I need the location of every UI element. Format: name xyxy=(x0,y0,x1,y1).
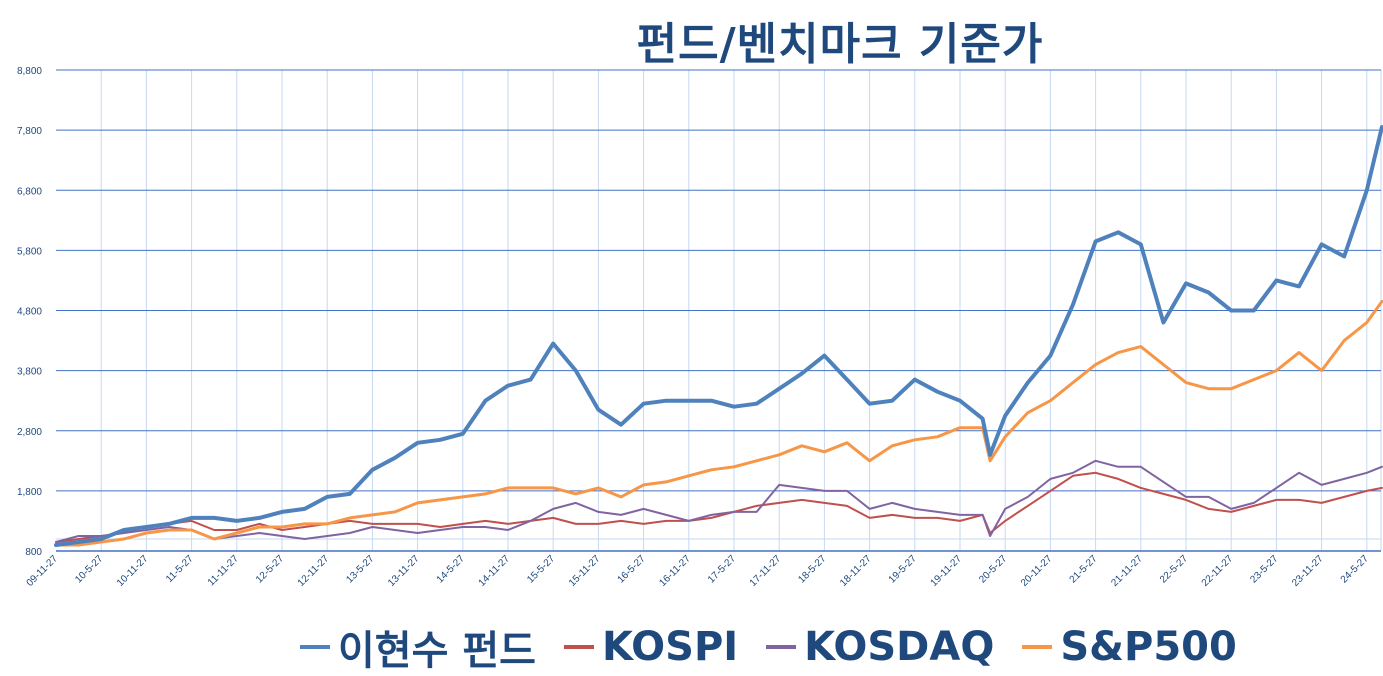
x-tick-label: 23-5-27 xyxy=(1248,553,1280,585)
x-tick-label: 13-11-27 xyxy=(386,553,422,589)
y-tick-label: 5,800 xyxy=(17,246,42,257)
y-tick-label: 8,800 xyxy=(17,66,42,77)
legend-item-kosdaq: KOSDAQ xyxy=(766,624,994,670)
x-tick-label: 20-5-27 xyxy=(977,553,1009,585)
legend-label: KOSDAQ xyxy=(804,624,995,670)
x-tick-label: 17-5-27 xyxy=(706,553,738,585)
x-tick-label: 12-11-27 xyxy=(296,553,332,589)
legend-swatch xyxy=(563,645,594,649)
x-tick-label: 22-11-27 xyxy=(1200,553,1236,589)
x-tick-label: 20-11-27 xyxy=(1019,553,1055,589)
x-axis-ticks: 09-11-27 10-5-27 10-11-27 11-5-27 11-11-27 12… xyxy=(25,553,1372,589)
legend-item-fund: 이현수 펀드 xyxy=(300,618,536,676)
legend-swatch xyxy=(1022,645,1053,649)
x-tick-label: 16-11-27 xyxy=(657,553,693,589)
x-tick-label: 11-5-27 xyxy=(164,553,196,585)
x-tick-label: 21-11-27 xyxy=(1109,553,1145,589)
x-tick-label: 13-5-27 xyxy=(344,553,376,585)
y-axis-ticks: 800 1,800 2,800 3,800 4,800 5,800 6,800 7,800 8,… xyxy=(17,66,42,558)
x-tick-label: 15-11-27 xyxy=(567,553,603,589)
x-tick-label: 18-5-27 xyxy=(796,553,828,585)
y-tick-label: 3,800 xyxy=(17,367,42,378)
legend-swatch xyxy=(766,645,797,649)
x-tick-label: 21-5-27 xyxy=(1068,553,1100,585)
series-lines xyxy=(54,125,1383,547)
x-tick-label: 19-11-27 xyxy=(929,553,965,589)
x-tick-label: 15-5-27 xyxy=(525,553,557,585)
x-tick-label: 23-11-27 xyxy=(1290,553,1326,589)
x-tick-label: 17-11-27 xyxy=(748,553,784,589)
x-tick-label: 14-11-27 xyxy=(477,553,513,589)
x-tick-label: 19-5-27 xyxy=(887,553,919,585)
series-line-fund xyxy=(54,125,1383,547)
x-tick-label: 12-5-27 xyxy=(254,553,286,585)
x-tick-label: 16-5-27 xyxy=(616,553,648,585)
chart-title: 펀드/벤치마크 기준가 xyxy=(636,19,1044,70)
x-tick-label: 24-5-27 xyxy=(1339,553,1371,585)
y-tick-label: 4,800 xyxy=(17,307,42,318)
legend-label: KOSPI xyxy=(601,624,739,670)
series-line-s-p500 xyxy=(54,300,1383,547)
y-tick-label: 7,800 xyxy=(17,126,42,137)
horizontal-gridlines xyxy=(56,69,1381,552)
x-tick-label: 10-5-27 xyxy=(73,553,105,585)
legend-item-kospi: KOSPI xyxy=(563,624,739,670)
x-tick-label: 18-11-27 xyxy=(838,553,874,589)
series-line-kosdaq xyxy=(55,459,1383,543)
y-tick-label: 1,800 xyxy=(17,487,42,498)
series-line-kospi xyxy=(55,471,1383,543)
x-tick-label: 22-5-27 xyxy=(1158,553,1190,585)
legend-item-sp500: S&P500 xyxy=(1022,624,1237,670)
legend-swatch xyxy=(300,645,330,649)
y-tick-label: 800 xyxy=(25,547,42,558)
legend-label: 이현수 펀드 xyxy=(338,628,536,674)
x-tick-label: 11-11-27 xyxy=(206,553,241,588)
legend: 이현수 펀드 KOSPI KOSDAQ S&P500 xyxy=(300,618,1237,676)
x-tick-label: 14-5-27 xyxy=(435,553,467,585)
y-tick-label: 2,800 xyxy=(17,427,42,438)
x-tick-label: 09-11-27 xyxy=(25,553,61,589)
legend-label: S&P500 xyxy=(1060,624,1237,670)
y-tick-label: 6,800 xyxy=(17,186,42,197)
x-tick-label: 10-11-27 xyxy=(115,553,151,589)
